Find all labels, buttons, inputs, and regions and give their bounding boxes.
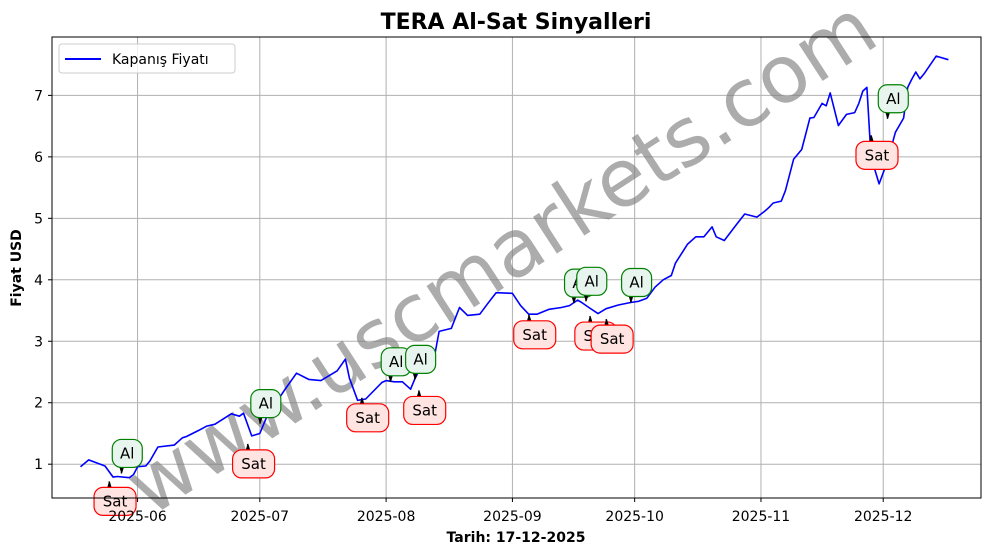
signal-box <box>877 84 909 114</box>
legend-label: Kapanış Fiyatı <box>112 52 209 68</box>
signal-label: Al <box>413 350 427 368</box>
x-tick-label: 2025-06 <box>108 509 167 525</box>
signal-box <box>405 344 437 374</box>
signal-label: Al <box>585 272 599 290</box>
signal-label: Sat <box>600 330 625 348</box>
signal-box <box>620 267 653 298</box>
buy-signal: Al <box>111 438 143 474</box>
signal-label: Sat <box>241 455 266 473</box>
signal-box <box>346 403 390 433</box>
y-axis-ticks: 1 2 3 4 5 6 7 <box>34 88 52 473</box>
signal-label: Al <box>389 353 403 371</box>
buy-signal: Al <box>576 266 608 302</box>
signal-label: Sat <box>103 492 128 510</box>
y-tick-label: 1 <box>34 457 43 473</box>
plot-frame <box>51 36 982 499</box>
signal-box <box>250 389 282 419</box>
buy-signal: Al <box>250 389 282 424</box>
signal-box <box>590 324 634 354</box>
x-tick-label: 2025-11 <box>732 509 791 525</box>
sell-signal: Sat <box>93 481 137 517</box>
signal-label: Al <box>259 395 273 413</box>
sell-signal: Sat <box>231 443 276 479</box>
signal-label: Al <box>629 274 643 292</box>
sell-signal: Sat <box>403 390 447 426</box>
signal-box <box>576 266 608 296</box>
signal-label: Sat <box>522 326 547 344</box>
buy-signal: Al <box>620 267 653 303</box>
chart-title: TERA Al-Sat Sinyalleri <box>381 10 652 35</box>
x-tick-label: 2025-10 <box>605 509 664 525</box>
y-tick-label: 7 <box>34 88 43 104</box>
signal-label: Sat <box>355 409 380 427</box>
y-tick-label: 6 <box>34 150 43 166</box>
x-tick-label: 2025-12 <box>854 509 913 525</box>
y-axis-label: Fiyat USD <box>9 229 25 307</box>
signal-box <box>231 449 276 479</box>
sell-signal: Sat <box>346 397 390 433</box>
signal-box <box>513 320 557 350</box>
sell-signal: Sat <box>513 314 557 350</box>
signal-box <box>93 486 137 517</box>
signal-label: Al <box>886 90 900 108</box>
buy-signal: Al <box>380 347 412 383</box>
price-series <box>79 55 949 479</box>
legend-box <box>58 43 236 74</box>
buy-signal: Al <box>877 84 909 119</box>
y-tick-label: 4 <box>34 273 43 289</box>
buy-signal: Al <box>405 344 437 380</box>
sell-signal: Sat <box>855 135 899 170</box>
x-axis-ticks: 2025-06 2025-07 2025-08 2025-09 2025-10 2025-… <box>108 498 912 525</box>
sell-signal: Sat <box>590 318 634 354</box>
x-tick-label: 2025-07 <box>231 509 290 525</box>
signal-label: Sat <box>412 401 437 419</box>
y-tick-label: 2 <box>34 396 43 412</box>
price-line <box>79 55 949 479</box>
x-tick-label: 2025-08 <box>357 509 416 525</box>
y-tick-label: 3 <box>34 334 43 350</box>
legend: Kapanış Fiyatı <box>58 43 236 74</box>
signal-label: Sat <box>865 146 890 164</box>
x-tick-label: 2025-09 <box>483 509 542 525</box>
signal-annotations: AlSatSatAlSatAlAlSatSatAlAlSatSatAlSatAl <box>93 84 909 517</box>
signal-label: Al <box>120 444 134 462</box>
x-axis-label: Tarih: 17-12-2025 <box>447 530 586 546</box>
signal-box <box>855 140 899 170</box>
signal-box <box>403 395 447 426</box>
signal-box <box>111 438 143 469</box>
y-tick-label: 5 <box>34 211 43 227</box>
